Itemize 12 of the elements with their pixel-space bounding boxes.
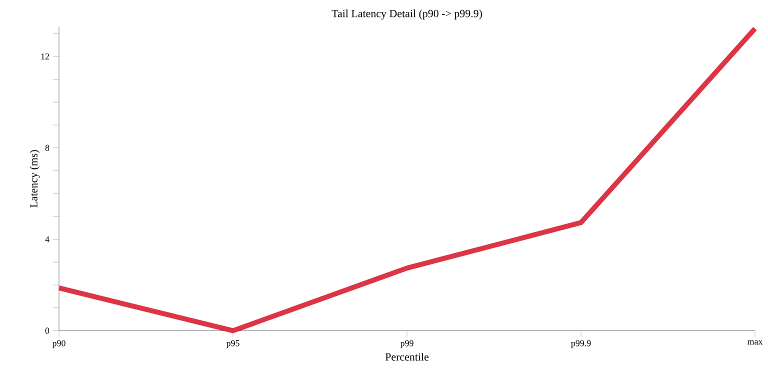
chart-title: Tail Latency Detail (p90 -> p99.9)	[332, 10, 482, 20]
y-tick-label: 8	[45, 144, 50, 151]
y-tick-label: 12	[41, 53, 49, 60]
y-tick-label: 4	[45, 236, 50, 242]
x-tick-label: p99	[400, 340, 414, 348]
x-tick-label: max	[747, 340, 763, 345]
x-axis-title: Percentile	[385, 352, 429, 361]
y-tick-label: 0	[45, 328, 50, 334]
y-axis-title: Latency (ms)	[30, 150, 40, 208]
x-tick-label: p99.9	[571, 340, 591, 348]
x-tick-label: p90	[52, 340, 66, 348]
x-tick-label: p95	[226, 340, 240, 348]
